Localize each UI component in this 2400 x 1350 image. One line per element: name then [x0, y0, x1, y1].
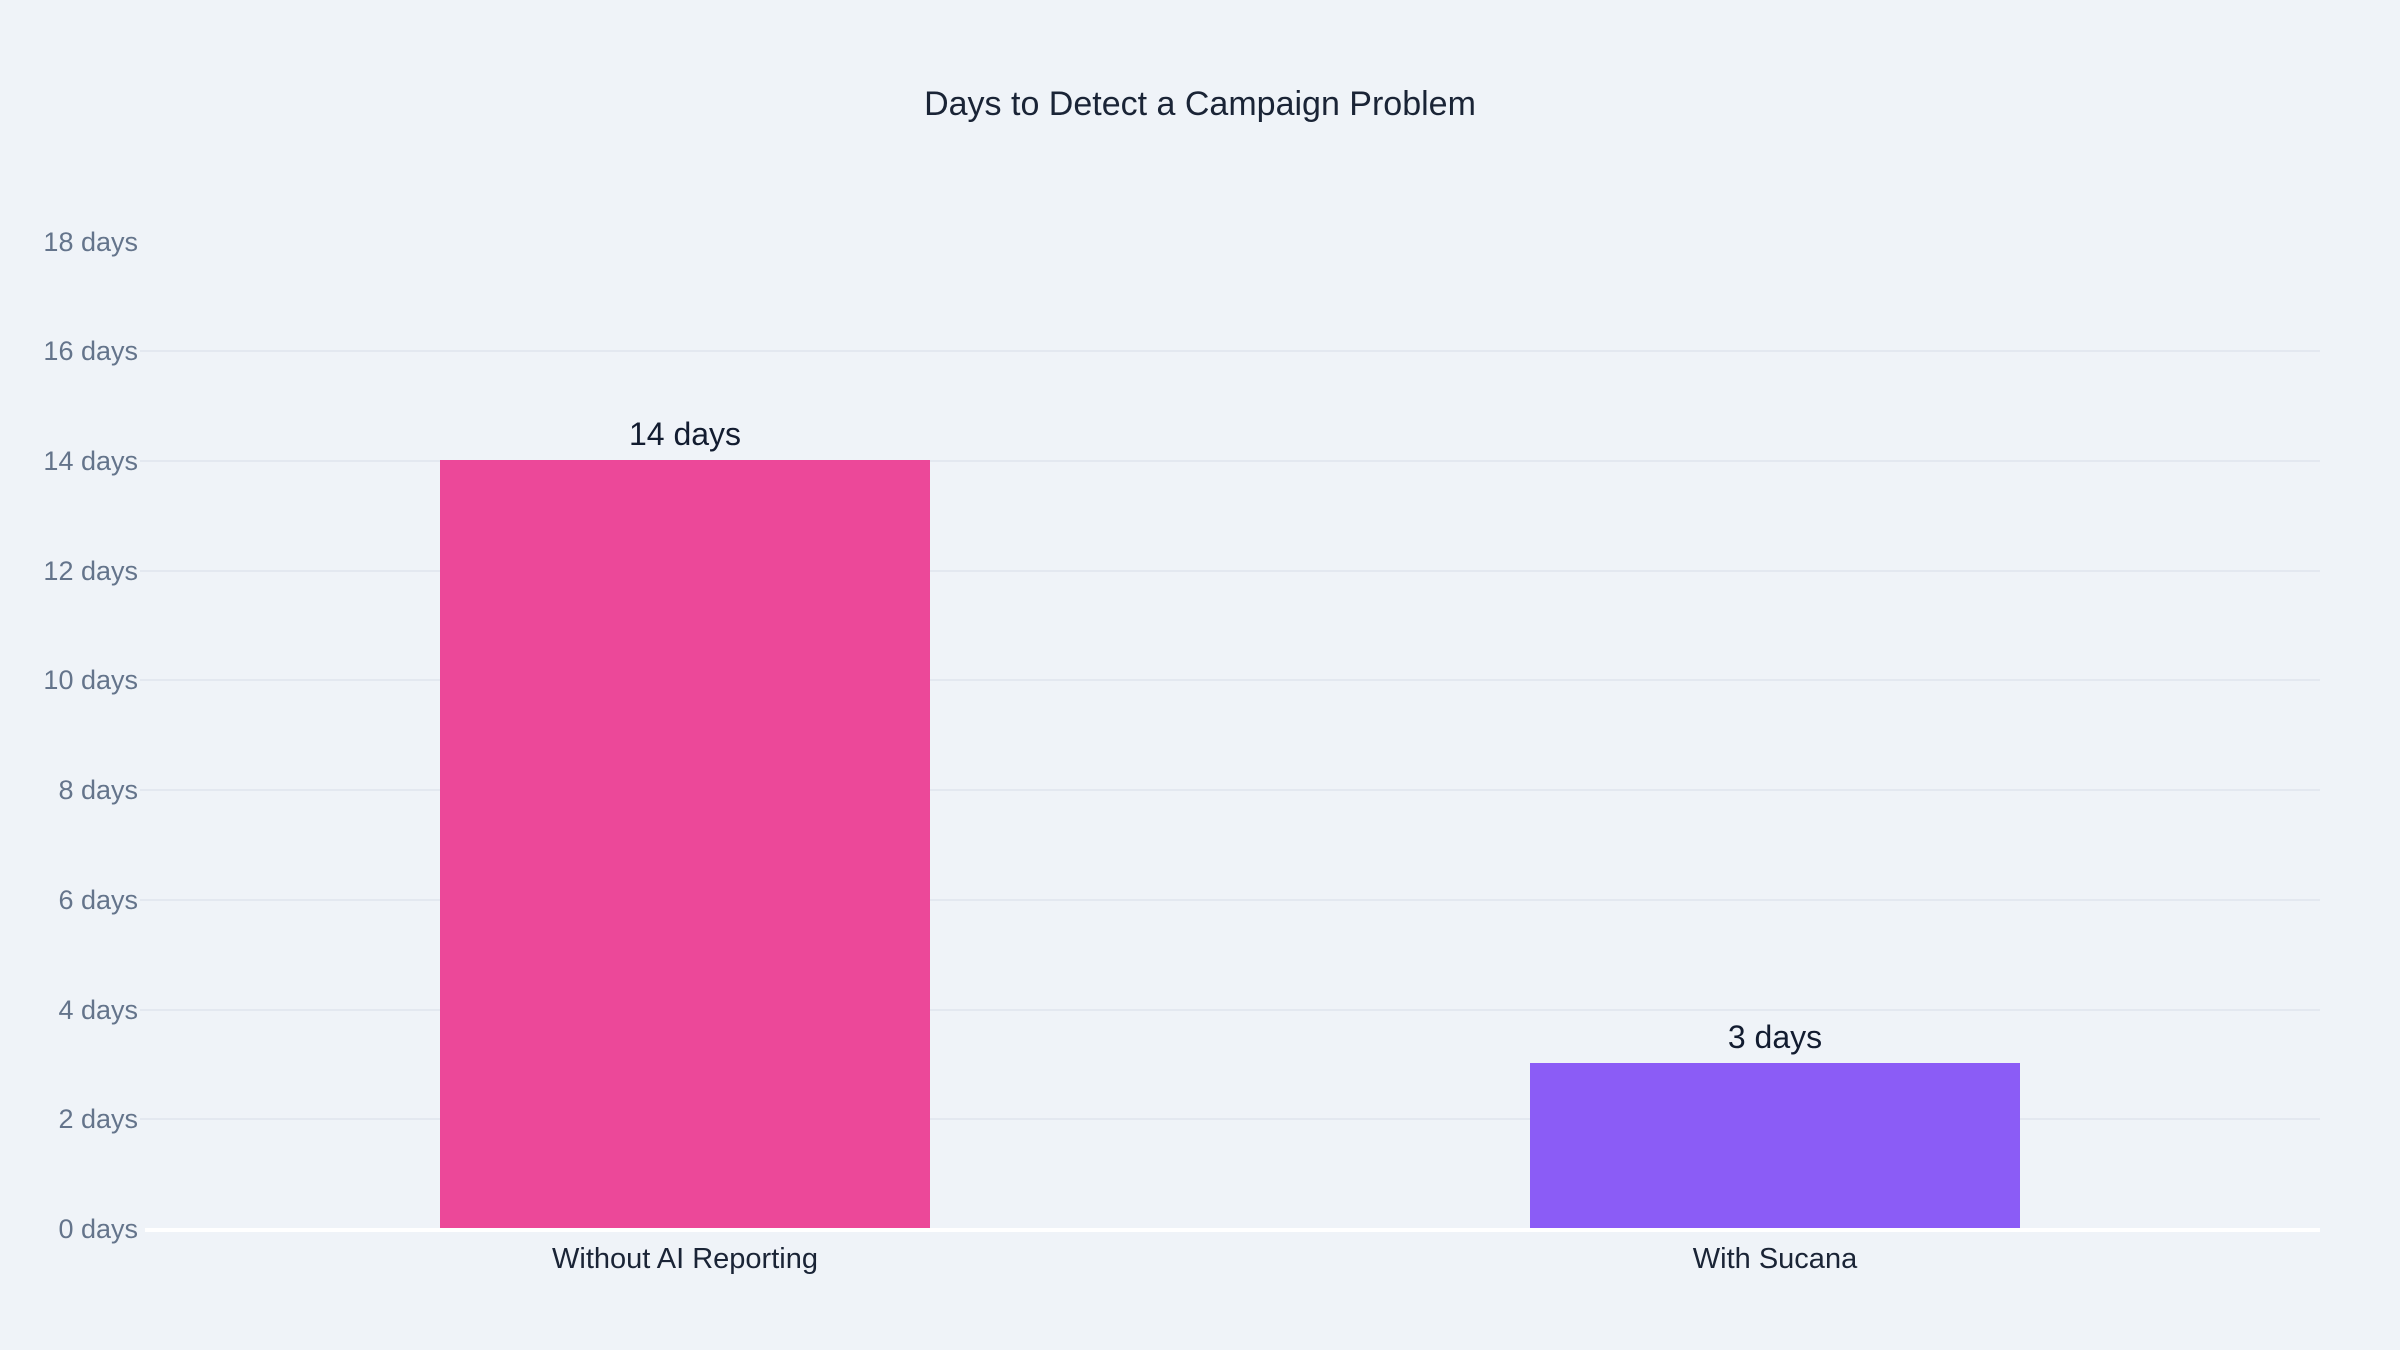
- y-axis-tick-label: 18 days: [43, 227, 138, 257]
- gridline-14-days: [140, 460, 2320, 462]
- bar-without-ai-reporting: [440, 460, 930, 1228]
- y-axis-tick-label: 4 days: [58, 995, 138, 1025]
- bar-value-label: 3 days: [1727, 1019, 1823, 1055]
- y-axis-tick-label: 14 days: [43, 446, 138, 476]
- gridline-12-days: [140, 570, 2320, 572]
- gridline-8-days: [140, 789, 2320, 791]
- y-axis-tick-label: 12 days: [43, 556, 138, 586]
- y-axis-tick-label: 16 days: [43, 336, 138, 366]
- gridline-4-days: [140, 1009, 2320, 1011]
- x-axis-category-label: With Sucana: [1692, 1243, 1858, 1275]
- y-axis-tick-label: 10 days: [43, 665, 138, 695]
- y-axis-tick-label: 2 days: [58, 1104, 138, 1134]
- x-axis-category-label: Without AI Reporting: [552, 1243, 818, 1275]
- chart-title: Days to Detect a Campaign Problem: [924, 85, 1476, 123]
- gridline-16-days: [140, 350, 2320, 352]
- bar-value-label: 14 days: [628, 416, 742, 452]
- x-axis-baseline: [145, 1228, 2320, 1232]
- gridline-2-days: [140, 1118, 2320, 1120]
- gridline-6-days: [140, 899, 2320, 901]
- y-axis-tick-label: 6 days: [58, 885, 138, 915]
- bar-with-sucana: [1530, 1063, 2020, 1228]
- y-axis-tick-label: 8 days: [58, 775, 138, 805]
- gridline-10-days: [140, 679, 2320, 681]
- y-axis-tick-label: 0 days: [58, 1214, 138, 1244]
